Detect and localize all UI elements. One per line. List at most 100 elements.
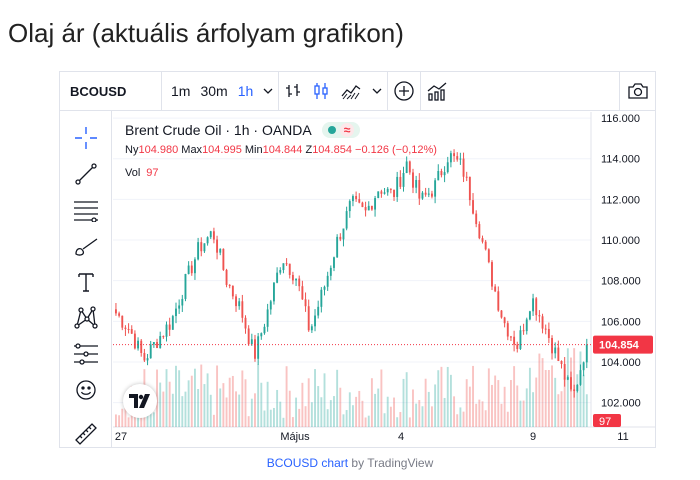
candle-body xyxy=(374,198,377,210)
high-label: Max xyxy=(181,144,203,156)
candle-body xyxy=(323,286,326,290)
volume-bar xyxy=(228,377,231,427)
candle-body xyxy=(370,205,373,210)
candle-body xyxy=(285,263,288,265)
volume-bar xyxy=(361,400,364,427)
volume-bar xyxy=(582,374,585,427)
volume-bar xyxy=(156,369,158,427)
candle-body xyxy=(118,313,121,316)
candle-body xyxy=(162,336,165,338)
fib-lines-icon[interactable] xyxy=(73,197,99,223)
series-name[interactable]: Brent Crude Oil · 1h · OANDA xyxy=(125,122,312,138)
candle-style-icon[interactable] xyxy=(307,72,335,110)
emoji-icon[interactable] xyxy=(73,377,99,403)
brush-icon[interactable] xyxy=(73,233,99,259)
tradingview-logo[interactable] xyxy=(123,384,157,418)
candle-body xyxy=(484,241,487,250)
area-style-icon[interactable] xyxy=(335,72,367,110)
candle-body xyxy=(528,311,531,320)
volume-bar xyxy=(282,417,285,427)
pattern-icon[interactable] xyxy=(73,305,99,331)
candle-body xyxy=(203,243,206,252)
chart-area[interactable]: 116.000 114.000 112.000 110.000 108.000 106.0… xyxy=(113,112,655,447)
volume-bar xyxy=(320,397,323,427)
volume-bar xyxy=(152,412,155,427)
candle-body xyxy=(342,228,345,240)
volume-bar xyxy=(355,396,358,427)
candle-body xyxy=(317,306,320,316)
candle-body xyxy=(487,249,490,263)
indicators-icon[interactable] xyxy=(421,72,453,110)
volume-bar xyxy=(431,406,433,427)
candle-body xyxy=(184,273,187,299)
candle-body xyxy=(538,315,541,317)
candle-body xyxy=(462,158,465,177)
candle-body xyxy=(260,333,263,337)
volume-bar xyxy=(295,397,298,427)
candle-body xyxy=(159,336,162,349)
volume-bar xyxy=(121,408,124,427)
x-tick-label: 11 xyxy=(617,431,628,443)
volume-bar xyxy=(370,378,373,427)
volume-bar xyxy=(168,381,171,427)
candle-body xyxy=(168,324,171,330)
timeframe-1m[interactable]: 1m xyxy=(171,83,191,99)
volume-bar xyxy=(497,380,500,427)
volume-bar xyxy=(393,397,395,427)
volume-bar xyxy=(307,378,310,427)
volume-bar xyxy=(424,378,427,427)
low-value: 104.844 xyxy=(262,144,303,156)
candle-body xyxy=(250,339,253,345)
volume-bar xyxy=(209,394,212,427)
volume-bar xyxy=(345,410,348,427)
volume-bar xyxy=(285,366,288,427)
volume-bar xyxy=(115,414,117,427)
toolbar-divider xyxy=(420,72,422,110)
candle-body xyxy=(377,191,380,199)
volume-bar xyxy=(554,377,557,427)
trendline-icon[interactable] xyxy=(73,161,99,187)
volume-bar xyxy=(273,407,275,427)
ruler-icon[interactable] xyxy=(73,421,99,447)
prediction-icon[interactable] xyxy=(73,341,99,367)
volume-bar xyxy=(535,377,538,427)
bar-style-icon[interactable] xyxy=(279,72,307,110)
top-toolbar: BCOUSD 1m 30m 1h xyxy=(60,72,655,111)
timeframe-30m[interactable]: 30m xyxy=(200,83,228,99)
volume-bar xyxy=(317,386,320,427)
volume-bar xyxy=(389,406,392,427)
volume-bar xyxy=(241,370,244,427)
series-legend: Brent Crude Oil · 1h · OANDA ≈ xyxy=(125,122,361,138)
candle-body xyxy=(389,188,392,190)
volume-bar xyxy=(396,417,399,427)
timeframe-1h[interactable]: 1h xyxy=(237,83,254,99)
candle-body xyxy=(513,336,516,345)
candle-body xyxy=(453,153,456,157)
volume-bar xyxy=(491,384,493,427)
chevron-down-icon[interactable] xyxy=(258,72,278,110)
volume-bar xyxy=(462,411,465,427)
symbol-search[interactable]: BCOUSD xyxy=(60,72,162,110)
volume-bar xyxy=(342,414,345,427)
volume-bar xyxy=(544,369,547,427)
candle-body xyxy=(165,324,168,337)
volume-value: 97 xyxy=(146,167,159,179)
chart-link[interactable]: BCOUSD chart xyxy=(266,456,349,470)
volume-bar xyxy=(585,394,588,427)
crosshair-icon[interactable] xyxy=(73,125,99,151)
volume-bar xyxy=(260,382,263,427)
price-chart[interactable]: 116.000 114.000 112.000 110.000 108.000 106.0… xyxy=(113,112,655,447)
volume-bar xyxy=(162,391,165,427)
volume-bar xyxy=(380,369,383,427)
volume-bar xyxy=(171,393,174,427)
market-status[interactable]: ≈ xyxy=(321,122,361,138)
volume-bar xyxy=(386,396,389,427)
candle-body xyxy=(206,237,209,244)
plus-circle-icon[interactable] xyxy=(388,72,420,110)
text-icon[interactable] xyxy=(73,269,99,295)
camera-icon[interactable] xyxy=(619,72,655,110)
attribution: BCOUSD chart by TradingView xyxy=(0,456,700,470)
chevron-down-icon[interactable] xyxy=(367,72,387,110)
candle-body xyxy=(209,231,212,238)
volume-bar xyxy=(159,382,162,427)
